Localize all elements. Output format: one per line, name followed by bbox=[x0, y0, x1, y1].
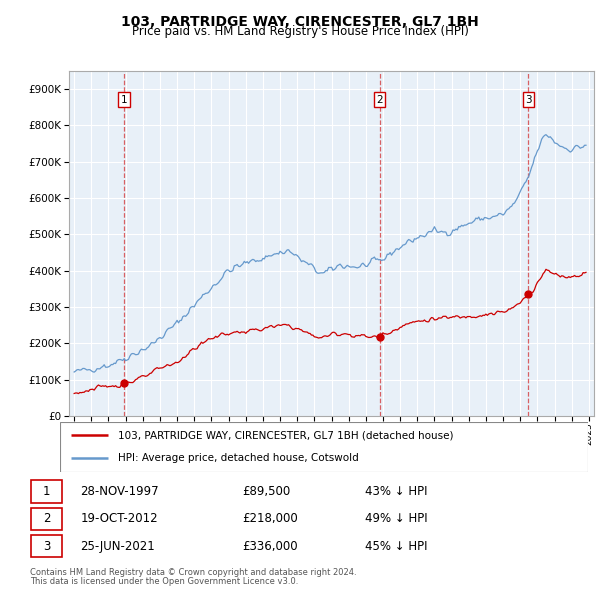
Text: 19-OCT-2012: 19-OCT-2012 bbox=[80, 512, 158, 526]
Text: £336,000: £336,000 bbox=[242, 540, 298, 553]
Text: 45% ↓ HPI: 45% ↓ HPI bbox=[365, 540, 427, 553]
Text: This data is licensed under the Open Government Licence v3.0.: This data is licensed under the Open Gov… bbox=[30, 577, 298, 586]
Text: 3: 3 bbox=[525, 95, 532, 105]
Text: £218,000: £218,000 bbox=[242, 512, 298, 526]
Text: 43% ↓ HPI: 43% ↓ HPI bbox=[365, 485, 427, 498]
Text: 49% ↓ HPI: 49% ↓ HPI bbox=[365, 512, 427, 526]
Bar bbox=[31, 508, 62, 530]
Text: 1: 1 bbox=[121, 95, 127, 105]
Text: 2: 2 bbox=[376, 95, 383, 105]
Bar bbox=[31, 480, 62, 503]
Text: £89,500: £89,500 bbox=[242, 485, 290, 498]
Text: 103, PARTRIDGE WAY, CIRENCESTER, GL7 1BH (detached house): 103, PARTRIDGE WAY, CIRENCESTER, GL7 1BH… bbox=[118, 430, 454, 440]
Text: HPI: Average price, detached house, Cotswold: HPI: Average price, detached house, Cots… bbox=[118, 454, 359, 464]
Text: 25-JUN-2021: 25-JUN-2021 bbox=[80, 540, 155, 553]
Text: 3: 3 bbox=[43, 540, 50, 553]
Text: 1: 1 bbox=[43, 485, 50, 498]
Text: 2: 2 bbox=[43, 512, 50, 526]
Text: Price paid vs. HM Land Registry's House Price Index (HPI): Price paid vs. HM Land Registry's House … bbox=[131, 25, 469, 38]
Text: 28-NOV-1997: 28-NOV-1997 bbox=[80, 485, 159, 498]
Bar bbox=[31, 535, 62, 558]
Text: Contains HM Land Registry data © Crown copyright and database right 2024.: Contains HM Land Registry data © Crown c… bbox=[30, 568, 356, 576]
Text: 103, PARTRIDGE WAY, CIRENCESTER, GL7 1BH: 103, PARTRIDGE WAY, CIRENCESTER, GL7 1BH bbox=[121, 15, 479, 29]
